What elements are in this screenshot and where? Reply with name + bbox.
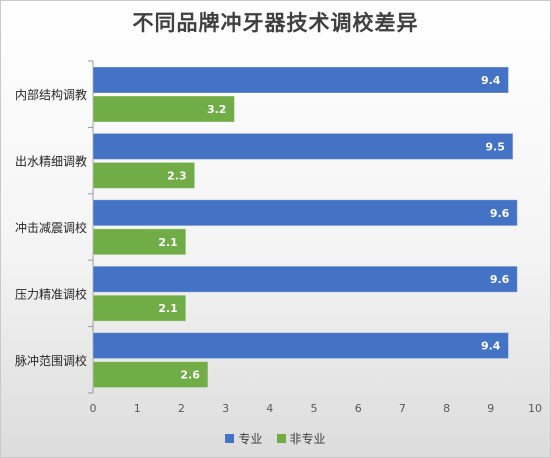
bar-nonprofessional	[92, 228, 187, 256]
category-label: 脉冲范围调校	[15, 353, 87, 368]
legend: 专业 非专业	[1, 430, 550, 447]
data-label: 2.6	[180, 369, 200, 382]
x-tick-label: 0	[90, 402, 97, 415]
data-label: 9.6	[490, 207, 510, 220]
chart-title: 不同品牌冲牙器技术调校差异	[132, 10, 419, 35]
data-label: 2.1	[158, 236, 178, 249]
bar-nonprofessional	[92, 95, 235, 123]
bar-professional	[92, 199, 518, 227]
category-label: 压力精准调校	[15, 286, 87, 301]
data-label: 2.1	[158, 302, 178, 315]
bar-professional	[92, 332, 509, 360]
data-label: 9.4	[481, 74, 501, 87]
bar-nonprofessional	[92, 361, 209, 389]
data-label: 9.4	[481, 340, 501, 353]
bar-professional	[92, 132, 514, 160]
bar-nonprofessional	[92, 161, 196, 189]
x-tick-label: 8	[443, 402, 450, 415]
x-tick-label: 6	[355, 402, 362, 415]
x-tick-label: 9	[487, 402, 494, 415]
x-tick-label: 3	[222, 402, 229, 415]
data-label: 3.2	[207, 103, 227, 116]
data-label: 9.5	[485, 140, 505, 153]
legend-label-series-1: 专业	[238, 432, 263, 446]
x-tick-label: 7	[399, 402, 406, 415]
legend-item-series-1: 专业	[225, 430, 263, 447]
category-label: 冲击减震调校	[15, 220, 87, 235]
x-tick-label: 4	[266, 402, 273, 415]
category-label: 内部结构调教	[15, 87, 87, 102]
data-label: 9.6	[490, 273, 510, 286]
bar-nonprofessional	[92, 294, 187, 322]
legend-label-series-2: 非专业	[289, 432, 326, 446]
category-label: 出水精细调教	[15, 154, 87, 169]
x-tick-label: 2	[178, 402, 185, 415]
bar-professional	[92, 265, 518, 293]
x-tick-label: 1	[134, 402, 141, 415]
legend-item-series-2: 非专业	[276, 430, 326, 447]
data-label: 2.3	[167, 169, 187, 182]
bar-professional	[92, 66, 509, 94]
legend-swatch-series-1	[225, 434, 235, 443]
x-tick-label: 10	[528, 402, 542, 415]
legend-swatch-series-2	[276, 434, 286, 443]
x-tick-label: 5	[311, 402, 318, 415]
